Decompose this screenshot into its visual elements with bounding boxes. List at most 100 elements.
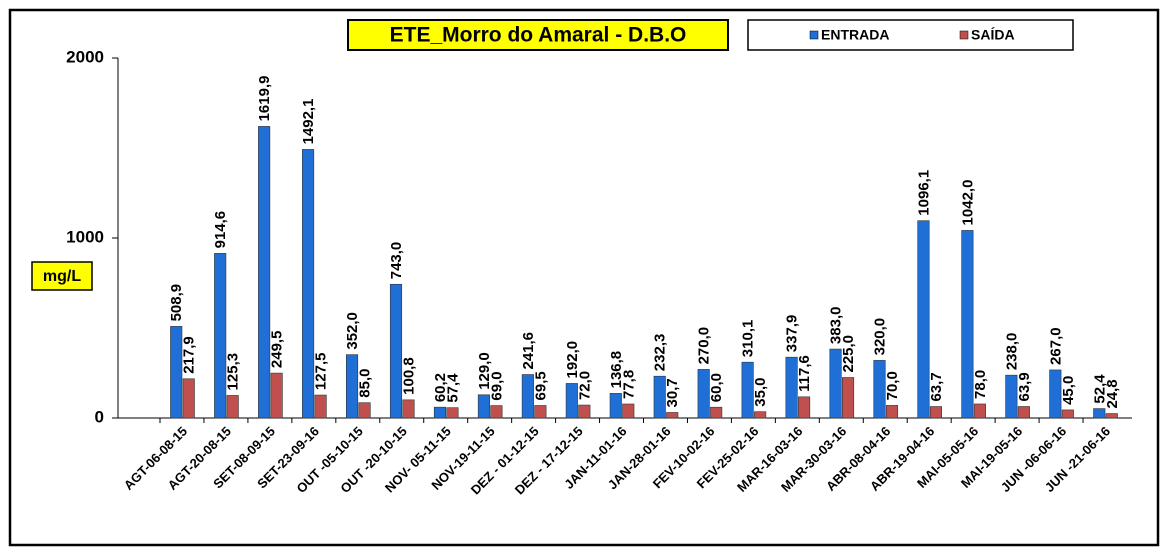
data-label: 69,0 — [488, 371, 505, 400]
bar — [785, 356, 798, 419]
bar — [446, 407, 459, 419]
data-label: 78,0 — [972, 370, 989, 399]
bar — [302, 149, 315, 419]
data-label: 52,4 — [1091, 374, 1108, 404]
bar — [841, 377, 855, 419]
data-label: 508,9 — [168, 284, 185, 322]
bar — [885, 405, 899, 419]
bar — [270, 372, 283, 419]
data-label: 192,0 — [564, 341, 581, 379]
bar — [929, 406, 943, 419]
y-axis-label: mg/L — [43, 268, 81, 285]
data-label: 63,9 — [1016, 372, 1033, 401]
data-label: 35,0 — [752, 377, 769, 406]
legend-swatch — [809, 30, 819, 40]
data-label: 270,0 — [696, 327, 713, 365]
bar — [973, 403, 986, 419]
bar — [214, 253, 227, 419]
bar — [170, 326, 183, 419]
data-label: 85,0 — [357, 368, 374, 397]
data-label: 1096,1 — [915, 170, 932, 216]
chart-title: ETE_Morro do Amaral - D.B.O — [390, 24, 687, 47]
legend-swatch — [959, 30, 969, 40]
bar — [433, 406, 447, 419]
data-label: 30,7 — [664, 378, 681, 407]
data-label: 743,0 — [388, 242, 405, 280]
data-label: 60,0 — [708, 373, 725, 402]
bar — [754, 411, 767, 419]
data-label: 320,0 — [872, 318, 889, 356]
bar — [1093, 408, 1106, 419]
bar — [622, 403, 635, 419]
data-label: 129,0 — [476, 352, 493, 390]
data-label: 225,0 — [840, 335, 857, 373]
legend-label: ENTRADA — [821, 27, 889, 43]
data-label: 1619,9 — [256, 76, 273, 122]
y-tick-label: 2000 — [66, 47, 104, 66]
y-tick-label: 0 — [95, 407, 104, 426]
data-label: 45,0 — [1060, 376, 1077, 405]
bar — [961, 230, 974, 419]
bar — [578, 404, 591, 419]
data-label: 232,3 — [652, 334, 669, 372]
bar — [182, 378, 195, 419]
bar — [389, 283, 403, 419]
bar — [697, 369, 710, 419]
data-label: 310,1 — [740, 320, 757, 358]
data-label: 125,3 — [225, 353, 242, 391]
data-label: 117,6 — [796, 355, 813, 392]
bar — [1049, 369, 1062, 419]
bar — [345, 354, 359, 419]
bar — [477, 394, 490, 419]
data-label: 241,6 — [520, 332, 537, 370]
data-label: 352,0 — [344, 312, 361, 350]
bar — [798, 396, 811, 419]
bar — [917, 220, 930, 419]
data-label: 217,9 — [181, 336, 198, 374]
bar — [873, 360, 886, 419]
data-label: 914,6 — [212, 211, 229, 249]
data-label: 100,8 — [401, 357, 418, 395]
data-label: 63,7 — [928, 372, 945, 401]
bar — [741, 361, 754, 419]
y-label-box — [31, 261, 93, 291]
data-label: 267,0 — [1047, 327, 1064, 365]
bar — [314, 394, 327, 419]
data-label: 127,5 — [313, 353, 330, 391]
data-label: 60,2 — [432, 373, 449, 402]
data-label: 383,0 — [828, 307, 845, 345]
bar — [521, 374, 534, 419]
data-label: 57,4 — [444, 373, 461, 403]
legend-box — [747, 19, 1074, 51]
data-label: 70,0 — [884, 371, 901, 400]
data-label: 238,0 — [1003, 333, 1020, 371]
bar — [1105, 413, 1118, 419]
legend-label: SAÍDA — [971, 27, 1015, 43]
data-label: 136,8 — [608, 351, 625, 389]
bar — [565, 383, 578, 419]
bar — [258, 126, 271, 419]
bar — [829, 348, 842, 419]
bar — [226, 395, 239, 419]
bar — [609, 393, 622, 419]
bar — [1005, 374, 1018, 419]
bar — [653, 375, 666, 419]
bar — [358, 402, 371, 419]
data-label: 72,0 — [576, 371, 593, 400]
data-label: 1492,1 — [300, 99, 317, 145]
data-label: 1042,0 — [959, 180, 976, 226]
data-label: 69,5 — [532, 371, 549, 400]
bar — [710, 406, 723, 419]
data-label: 249,5 — [269, 331, 286, 369]
bar — [1017, 406, 1030, 419]
bar — [490, 405, 503, 419]
bar — [534, 405, 547, 419]
bar — [402, 399, 415, 419]
bar — [666, 412, 679, 419]
title-box — [347, 19, 729, 51]
data-label: 337,9 — [784, 315, 801, 353]
data-label: 24,8 — [1104, 379, 1121, 408]
bar — [1061, 409, 1074, 419]
data-label: 77,8 — [620, 370, 637, 399]
